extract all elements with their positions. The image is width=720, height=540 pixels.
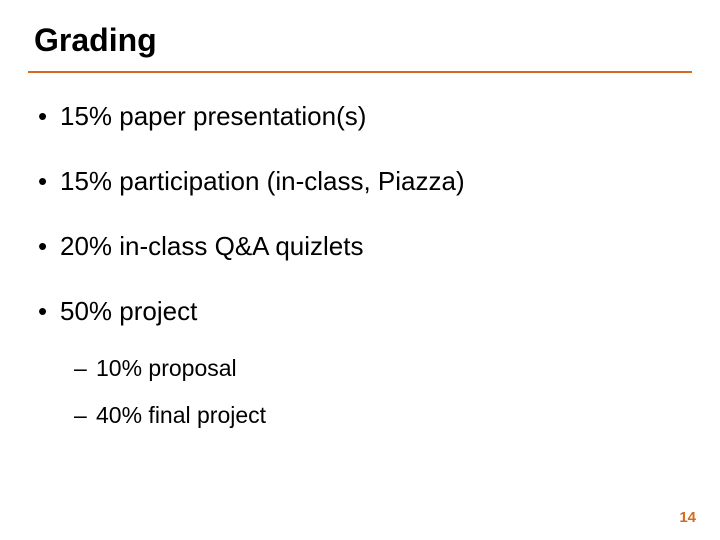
list-item: • 20% in-class Q&A quizlets <box>38 231 692 262</box>
slide: Grading • 15% paper presentation(s) • 15… <box>0 0 720 540</box>
sub-bullet-list: – 10% proposal – 40% final project <box>28 355 692 429</box>
bullet-marker: • <box>38 101 60 132</box>
bullet-list: • 15% paper presentation(s) • 15% partic… <box>28 101 692 327</box>
slide-title: Grading <box>28 22 692 69</box>
bullet-text: 50% project <box>60 296 197 327</box>
list-item: • 50% project <box>38 296 692 327</box>
title-underline-rule <box>28 71 692 73</box>
sub-bullet-marker: – <box>74 402 96 429</box>
list-item: • 15% participation (in-class, Piazza) <box>38 166 692 197</box>
bullet-text: 15% participation (in-class, Piazza) <box>60 166 465 197</box>
list-item: – 10% proposal <box>74 355 692 382</box>
bullet-marker: • <box>38 231 60 262</box>
sub-bullet-text: 10% proposal <box>96 355 237 382</box>
sub-bullet-text: 40% final project <box>96 402 266 429</box>
bullet-marker: • <box>38 166 60 197</box>
page-number: 14 <box>679 509 696 526</box>
list-item: – 40% final project <box>74 402 692 429</box>
sub-bullet-marker: – <box>74 355 96 382</box>
bullet-marker: • <box>38 296 60 327</box>
list-item: • 15% paper presentation(s) <box>38 101 692 132</box>
bullet-text: 20% in-class Q&A quizlets <box>60 231 363 262</box>
bullet-text: 15% paper presentation(s) <box>60 101 366 132</box>
